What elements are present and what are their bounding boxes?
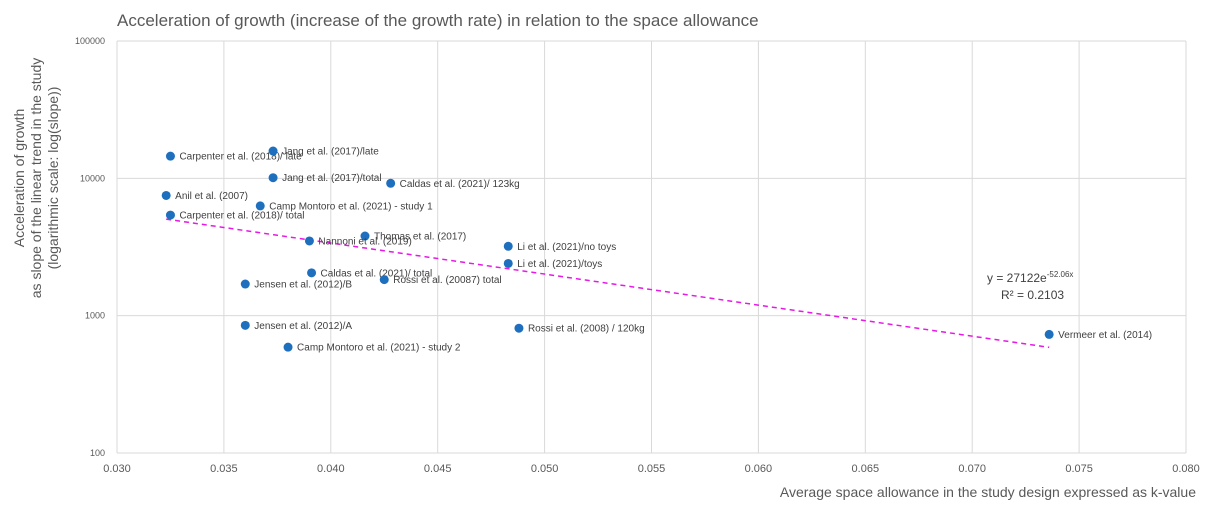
data-point [360, 231, 370, 241]
data-point-label: Carpenter et al. (2018)/ total [179, 211, 304, 222]
data-point-label: Anil et al. (2007) [175, 191, 248, 202]
y-tick-label: 10000 [80, 173, 105, 183]
data-point [379, 275, 389, 285]
x-axis-label: Average space allowance in the study des… [780, 484, 1196, 500]
x-tick-label: 0.060 [745, 463, 773, 475]
data-point-label: Caldas et al. (2021)/ total [321, 268, 433, 279]
data-point-label: Vermeer et al. (2014) [1058, 330, 1152, 341]
trendline-equation: y = 27122e-52.06x R² = 0.2103 [987, 270, 1073, 302]
data-point [386, 178, 396, 188]
data-point [255, 201, 265, 211]
equation-base: y = 27122e [987, 271, 1047, 285]
r-squared: R² = 0.2103 [1001, 288, 1064, 302]
x-tick-label: 0.030 [103, 463, 131, 475]
equation-exponent: -52.06x [1047, 270, 1074, 279]
data-point-label: Li et al. (2021)/no toys [517, 242, 616, 253]
y-tick-label: 1000 [85, 311, 105, 321]
svg-text:y = 27122e-52.06x: y = 27122e-52.06x [987, 270, 1073, 285]
y-axis-label-line-3: (logarithmic scale: log(slope)) [45, 87, 61, 270]
x-axis-ticks: 0.030 0.035 0.040 0.045 0.050 0.055 0.060 0.065… [103, 463, 1200, 475]
y-axis-label: Acceleration of growth as slope of the l… [11, 58, 61, 298]
data-point [268, 173, 278, 183]
data-point [1044, 329, 1054, 339]
data-point-label: Rossi et al. (20087) total [393, 275, 501, 286]
data-point [503, 258, 513, 268]
data-point-label: Caldas et al. (2021)/ 123kg [400, 179, 520, 190]
y-axis-label-line-2: as slope of the linear trend in the stud… [28, 58, 44, 298]
data-point-label: Jang et al. (2017)/total [282, 173, 382, 184]
x-tick-label: 0.040 [317, 463, 345, 475]
data-point [503, 241, 513, 251]
data-point [165, 151, 175, 161]
data-point [307, 268, 317, 278]
data-point-label: Camp Montoro et al. (2021) - study 1 [269, 201, 433, 212]
data-point [514, 323, 524, 333]
data-point-label: Jensen et al. (2012)/B [254, 280, 352, 291]
data-point-label: Camp Montoro et al. (2021) - study 2 [297, 343, 461, 354]
y-tick-label: 100000 [75, 36, 105, 46]
grid [116, 40, 1187, 454]
data-point [165, 210, 175, 220]
data-point [240, 279, 250, 289]
data-point-label: Carpenter et al. (2018)/ late [179, 152, 302, 163]
data-point-label: Li et al. (2021)/toys [517, 259, 602, 270]
x-tick-label: 0.035 [210, 463, 238, 475]
data-point-label: Thomas et al. (2017) [374, 232, 466, 243]
x-tick-label: 0.045 [424, 463, 452, 475]
x-tick-label: 0.080 [1172, 463, 1200, 475]
data-point-label: Rossi et al. (2008) / 120kg [528, 324, 645, 335]
data-point [268, 146, 278, 156]
data-point [304, 236, 314, 246]
y-axis-label-line-1: Acceleration of growth [11, 109, 27, 248]
x-tick-label: 0.065 [852, 463, 880, 475]
data-point-label: Jensen et al. (2012)/A [254, 321, 352, 332]
y-tick-label: 100 [90, 448, 105, 458]
data-point-label: Jang et al. (2017)/late [282, 147, 379, 158]
y-axis-ticks: 100000 10000 1000 100 [75, 36, 105, 458]
x-tick-label: 0.055 [638, 463, 666, 475]
data-point [283, 342, 293, 352]
x-tick-label: 0.070 [958, 463, 986, 475]
data-point [161, 190, 171, 200]
x-tick-label: 0.075 [1065, 463, 1093, 475]
data-point [240, 320, 250, 330]
data-point-label: Nannoni et al. (2019) [318, 236, 411, 247]
x-tick-label: 0.050 [531, 463, 559, 475]
chart-title: Acceleration of growth (increase of the … [117, 11, 759, 30]
